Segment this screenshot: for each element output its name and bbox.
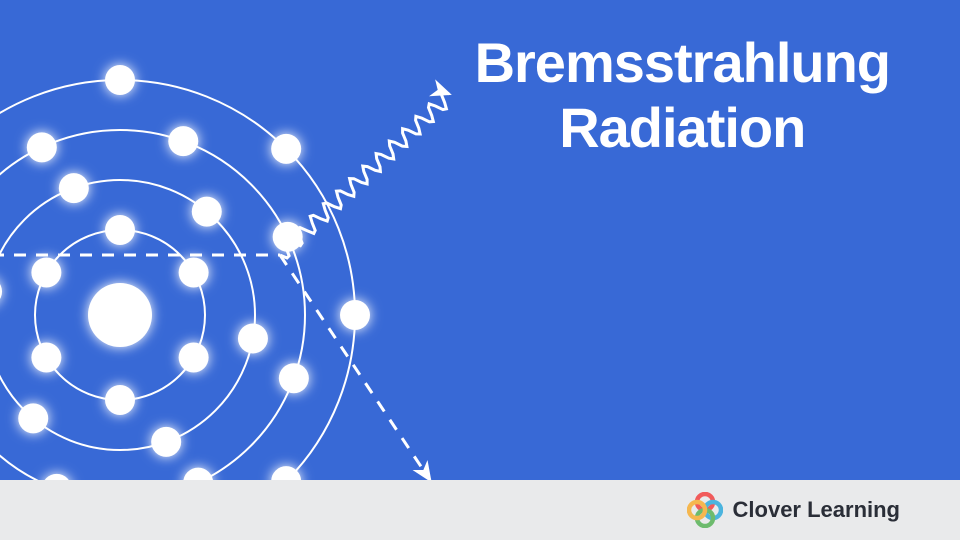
footer-bar: Clover Learning (0, 480, 960, 540)
brand: Clover Learning (687, 492, 900, 528)
page-title: Bremsstrahlung Radiation (475, 30, 890, 160)
particle-paths (0, 92, 449, 480)
main-diagram-area: Bremsstrahlung Radiation (0, 0, 960, 480)
clover-logo-icon (687, 492, 723, 528)
title-line-2: Radiation (475, 95, 890, 160)
electrons (0, 65, 370, 480)
brand-text: Clover Learning (733, 497, 900, 523)
nucleus (88, 283, 152, 347)
title-line-1: Bremsstrahlung (475, 30, 890, 95)
